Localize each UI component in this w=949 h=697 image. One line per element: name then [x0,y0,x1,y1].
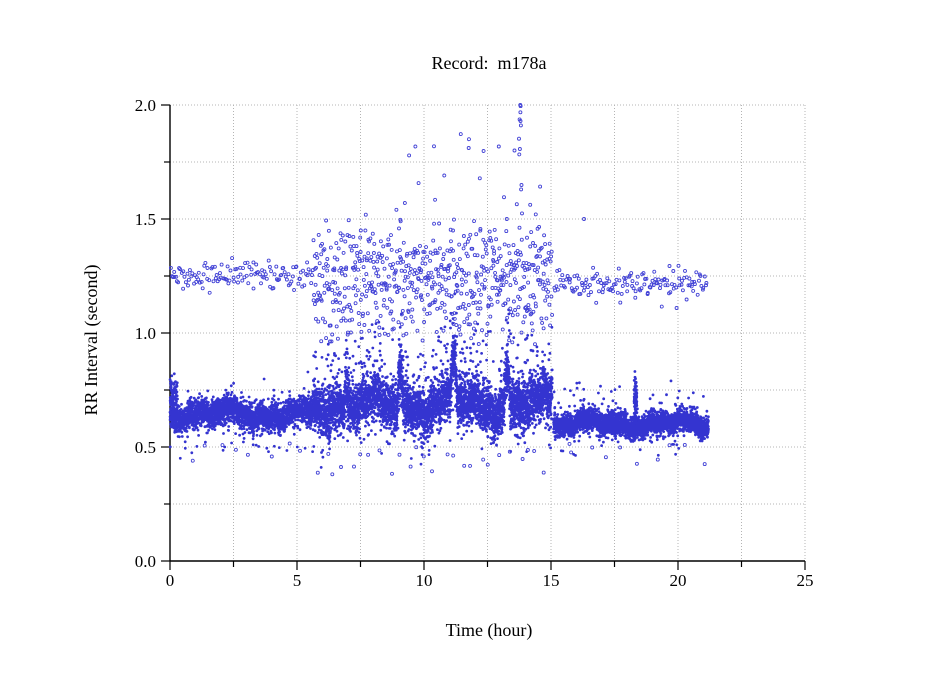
notable-points [402,103,586,221]
band-high-outliers [398,132,543,224]
band-low-outliers-mid [315,445,546,477]
y-axis-label: RR Interval (second) [81,265,102,416]
x-tick-label: 0 [166,571,175,590]
x-tick-label: 15 [543,571,560,590]
band-upper-scatter-mid [310,207,555,347]
band-long-rr-early [168,256,314,295]
x-tick-label: 25 [797,571,814,590]
y-tick-label: 0.5 [135,438,156,457]
band-max-column [517,104,524,192]
band-low-outliers-early [190,441,302,463]
x-tick-label: 20 [670,571,687,590]
y-tick-label: 1.0 [135,324,156,343]
tick-marks [161,104,806,570]
band-baseline-early [168,370,315,460]
band-active-mid [311,292,554,469]
band-long-rr-late [552,263,709,310]
x-tick-label: 5 [293,571,302,590]
band-long-rr-mid [311,212,554,306]
gridlines [170,104,806,561]
band-start-elevated [168,372,180,415]
x-tick-label: 10 [416,571,433,590]
y-tick-label: 0.0 [135,552,156,571]
x-axis-label: Time (hour) [446,620,533,641]
y-tick-label: 2.0 [135,96,156,115]
band-late-spike [632,370,639,425]
tick-labels: 0 5 10 15 20 25 0.0 0.5 1.0 1.5 2.0 [135,96,814,590]
band-baseline-late [552,379,710,457]
chart-title: Record: m178a [432,53,547,73]
data-points [168,103,710,477]
band-low-outliers-late [567,442,707,466]
y-tick-label: 1.5 [135,210,156,229]
